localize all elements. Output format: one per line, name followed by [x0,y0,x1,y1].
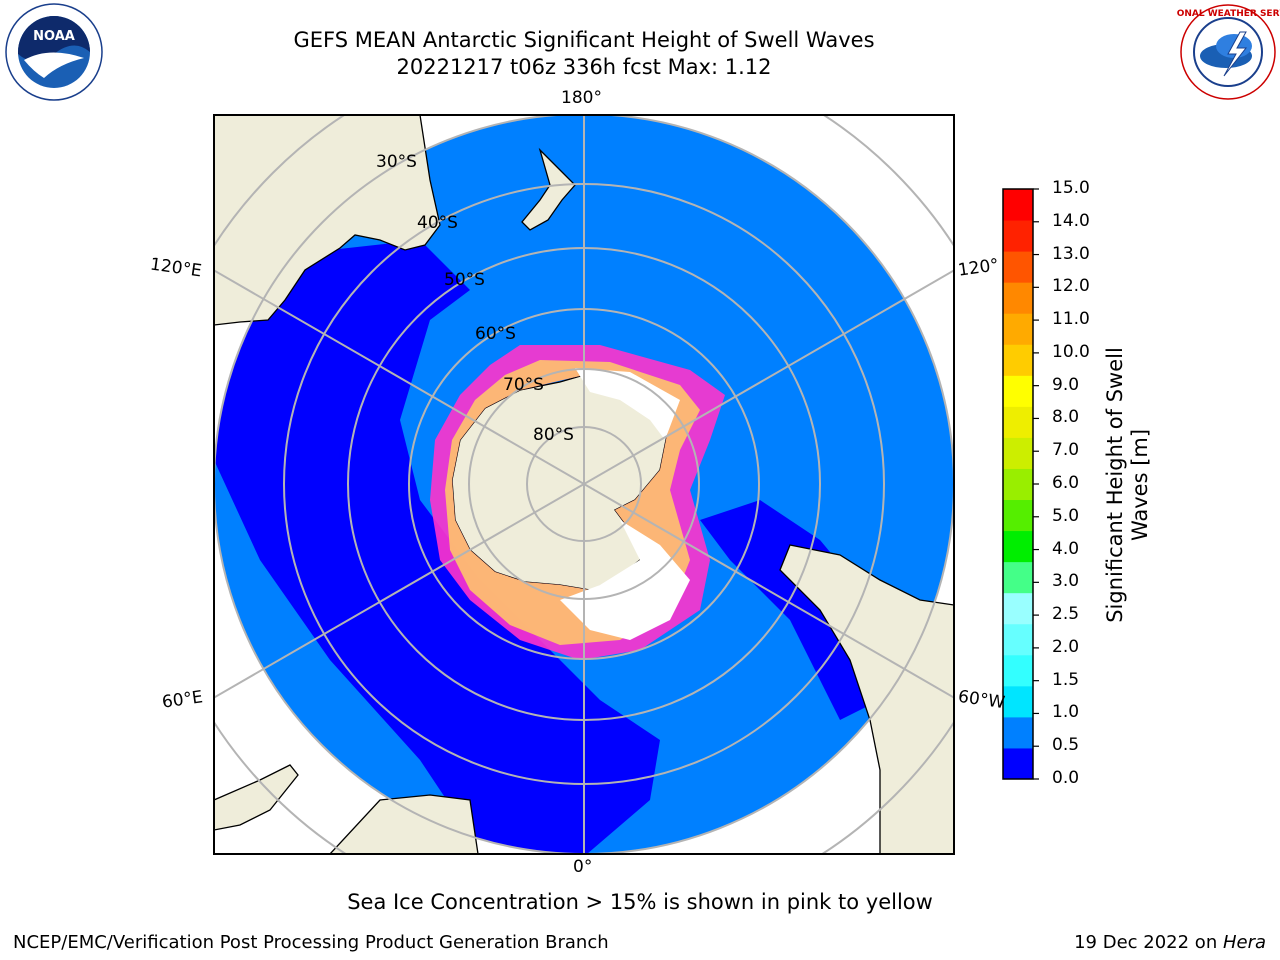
chart-title: GEFS MEAN Antarctic Significant Height o… [293,28,875,52]
colorbar-tick-label: 0.5 [1052,735,1080,756]
noaa-logo: NOAA [5,3,103,101]
colorbar-tick-label: 6.0 [1052,473,1080,493]
lat-label-70s: 70°S [503,375,544,395]
colorbar-swatch [1003,468,1033,501]
lat-label-40s: 40°S [417,213,458,233]
colorbar-swatch [1003,220,1033,252]
footer-date: 19 Dec 2022 on [1074,932,1223,953]
lat-label-30s: 30°S [376,152,417,172]
colorbar-swatch [1003,375,1033,407]
lon-label-180: 180° [561,88,602,108]
colorbar-frame [1002,188,1034,780]
lat-label-60s: 60°S [475,324,516,344]
colorbar-swatch [1003,685,1033,718]
sea-ice-caption: Sea Ice Concentration > 15% is shown in … [347,890,933,914]
footer-left: NCEP/EMC/Verification Post Processing Pr… [13,932,609,953]
colorbar-swatch [1003,282,1033,314]
colorbar-swatch [1003,623,1033,656]
colorbar-tick-label: 4.0 [1052,538,1080,559]
chart-subtitle: 20221217 t06z 336h fcst Max: 1.12 [396,55,772,79]
land-new-zealand [521,147,576,231]
colorbar-tick-label: 2.0 [1052,636,1080,657]
colorbar-swatch [1003,499,1033,532]
graticule [214,115,954,854]
land-masses [214,115,954,854]
footer-right: 19 Dec 2022 on Hera [1074,932,1266,953]
colorbar-swatch [1003,747,1033,780]
colorbar-label-line1: Significant Height of Swell [1103,347,1127,623]
lon-label-0: 0° [573,857,593,877]
noaa-logo-text: NOAA [33,29,75,44]
colorbar-tick-label: 10.0 [1052,341,1090,362]
colorbar-swatch [1003,406,1033,438]
colorbar-label-line2: Waves [m] [1128,429,1152,541]
sea-ice [430,345,725,660]
colorbar-swatch [1003,654,1033,687]
colorbar-label: Significant Height of Swell Waves [m] [1103,347,1152,623]
nws-logo: NATIONAL WEATHER SERVICE [1176,4,1280,100]
colorbar-tick-label: 1.0 [1052,702,1080,723]
land-africa [329,794,479,854]
colorbar-swatch [1003,251,1033,283]
colorbar-tick-label: 7.0 [1052,440,1080,461]
nws-logo-text: NATIONAL WEATHER SERVICE [1176,9,1280,19]
colorbar-tick-label: 12.0 [1052,276,1090,297]
colorbar-tick-label: 5.0 [1052,505,1080,526]
colorbar-swatch [1003,716,1033,749]
colorbar-tick-label: 14.0 [1052,210,1090,231]
colorbar-swatch [1003,437,1033,469]
colorbar-tick-label: 8.0 [1052,407,1080,428]
map-frame [213,114,955,855]
land-madagascar [214,764,299,831]
colorbar-swatch [1003,189,1033,221]
colorbar-tick-label: 2.5 [1052,604,1080,625]
colorbar-tick-label: 13.0 [1052,243,1090,264]
colorbar-swatch [1003,592,1033,625]
land-south-america [779,544,954,854]
colorbar-swatch [1003,530,1033,563]
colorbar-tick-label: 15.0 [1052,178,1090,198]
footer-host: Hera [1222,932,1266,953]
lat-label-50s: 50°S [444,270,485,290]
colorbar-swatch [1003,561,1033,594]
colorbar-tick-label: 11.0 [1052,309,1090,330]
colorbar-tick-label: 1.5 [1052,669,1080,690]
colorbar-tick-label: 9.0 [1052,374,1080,395]
colorbar [1003,188,1039,780]
colorbar-tick-label: 3.0 [1052,571,1080,592]
lat-label-80s: 80°S [533,425,574,445]
colorbar-swatch [1003,313,1033,345]
colorbar-tick-label: 0.0 [1052,768,1080,788]
land-australia [214,115,441,326]
colorbar-swatch [1003,344,1033,376]
